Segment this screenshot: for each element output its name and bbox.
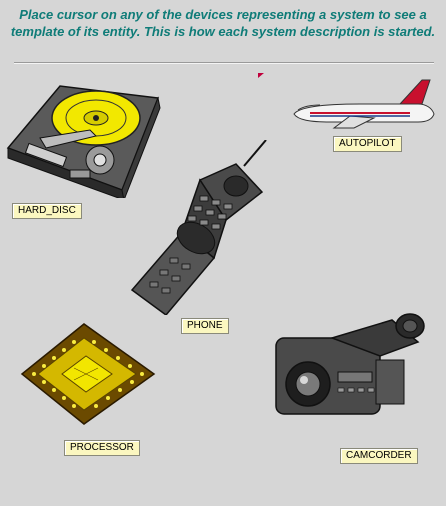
camcorder-icon (275, 313, 425, 415)
phone-device[interactable]: PHONE (126, 140, 276, 335)
mobile-phone-icon (130, 140, 267, 315)
camcorder-device[interactable]: CAMCORDER (272, 312, 440, 464)
autopilot-device[interactable]: AUTOPILOT (290, 74, 440, 154)
processor-chip-icon (20, 323, 156, 425)
instruction-text: Place cursor on any of the devices repre… (10, 7, 436, 39)
pointer-marker-icon (258, 73, 264, 78)
hard-disc-icon (6, 85, 161, 198)
airplane-icon (293, 79, 435, 129)
hard-disc-device[interactable]: HARD_DISC (0, 78, 170, 223)
header-divider (14, 62, 434, 64)
device-label: PHONE (181, 318, 229, 334)
device-label: CAMCORDER (340, 448, 418, 464)
device-label: PROCESSOR (64, 440, 140, 456)
device-label: AUTOPILOT (333, 136, 402, 152)
processor-device[interactable]: PROCESSOR (14, 318, 164, 463)
device-label: HARD_DISC (12, 203, 82, 219)
